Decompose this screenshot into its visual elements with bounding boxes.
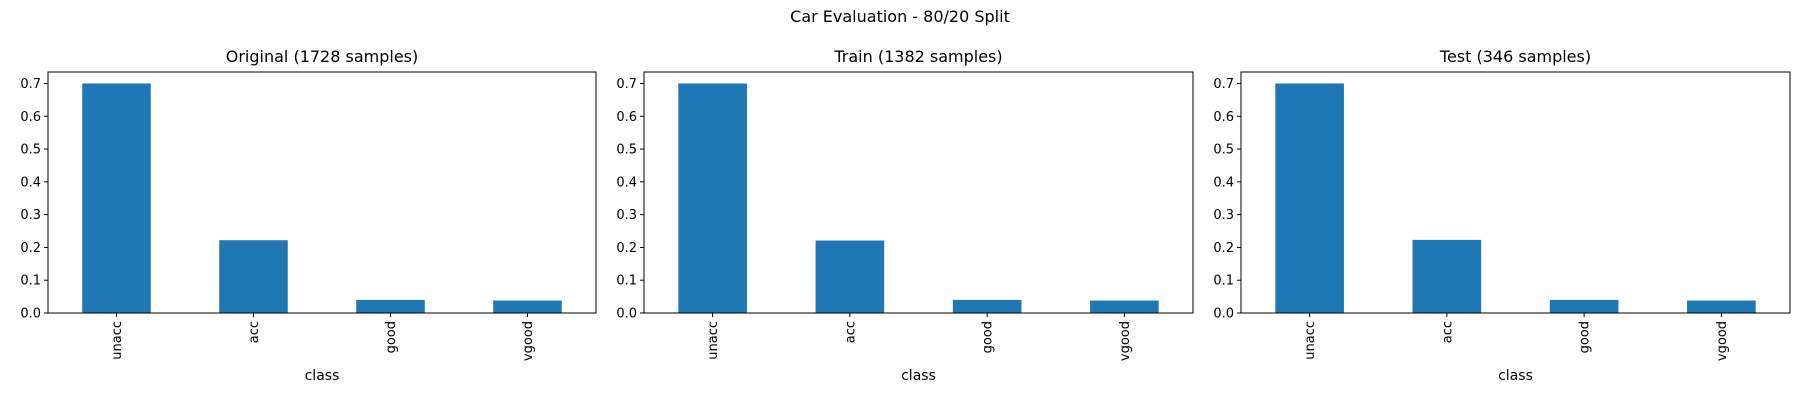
x-tick-label-unacc: unacc <box>706 321 721 360</box>
x-axis-label: class <box>305 368 340 384</box>
y-tick-label: 0.7 <box>20 77 41 92</box>
y-tick-label: 0.0 <box>616 307 637 322</box>
x-tick-label-unacc: unacc <box>1303 321 1318 360</box>
x-tick-label-vgood: vgood <box>521 321 536 361</box>
y-tick-label: 0.7 <box>1213 77 1234 92</box>
y-tick-label: 0.6 <box>616 110 637 125</box>
x-tick-label-vgood: vgood <box>1715 321 1730 361</box>
y-tick-label: 0.5 <box>1213 143 1234 158</box>
y-tick-label: 0.6 <box>20 110 41 125</box>
x-tick-label-good: good <box>384 321 399 353</box>
axes-frame <box>47 71 597 314</box>
y-tick-label: 0.0 <box>1213 307 1234 322</box>
x-tick-label-acc: acc <box>1440 321 1455 343</box>
chart-panel-1: Original (1728 samples) 0.0 0.1 0.2 0.3 0.4 0.… <box>20 47 597 384</box>
y-tick-label: 0.0 <box>20 307 41 322</box>
bar-vgood <box>1687 300 1756 313</box>
chart-panel-3: Test (346 samples) 0.0 0.1 0.2 0.3 0.4 0.5 0.6 0… <box>1213 47 1791 384</box>
x-tick-label-good: good <box>1578 321 1593 353</box>
axes-frame <box>1240 71 1791 314</box>
bar-unacc <box>678 83 747 313</box>
x-tick-label-good: good <box>981 321 996 353</box>
chart-panels: Original (1728 samples) 0.0 0.1 0.2 0.3 0.4 0.… <box>20 47 1791 384</box>
x-tick-label-acc: acc <box>247 321 262 343</box>
y-tick-label: 0.3 <box>616 208 637 223</box>
chart-title: Test (346 samples) <box>1439 47 1591 66</box>
bar-unacc <box>1275 83 1344 313</box>
y-tick-label: 0.4 <box>616 175 637 190</box>
chart-panel-2: Train (1382 samples) 0.0 0.1 0.2 0.3 0.4 0.5 0.… <box>616 47 1194 384</box>
x-tick-label-vgood: vgood <box>1118 321 1133 361</box>
figure-suptitle: Car Evaluation - 80/20 Split <box>790 7 1010 26</box>
bar-acc <box>815 240 885 313</box>
y-tick-label: 0.6 <box>1213 110 1234 125</box>
x-tick-label-acc: acc <box>843 321 858 343</box>
bar-vgood <box>1090 300 1159 313</box>
y-tick-label: 0.2 <box>616 241 637 256</box>
axes-frame <box>643 71 1194 314</box>
y-tick-label: 0.5 <box>20 143 41 158</box>
y-tick-label: 0.5 <box>616 143 637 158</box>
bar-unacc <box>82 83 151 313</box>
y-tick-label: 0.3 <box>20 208 41 223</box>
y-tick-label: 0.2 <box>20 241 41 256</box>
y-tick-label: 0.4 <box>1213 175 1234 190</box>
y-tick-label: 0.2 <box>1213 241 1234 256</box>
y-tick-label: 0.7 <box>616 77 637 92</box>
bar-vgood <box>493 300 562 313</box>
bar-good <box>356 299 425 313</box>
y-tick-label: 0.1 <box>616 274 637 289</box>
y-tick-label: 0.4 <box>20 175 41 190</box>
bar-good <box>1549 299 1619 313</box>
x-axis-label: class <box>1498 368 1533 384</box>
bar-good <box>952 299 1022 313</box>
x-axis-label: class <box>901 368 936 384</box>
y-tick-label: 0.1 <box>20 274 41 289</box>
bar-acc <box>1412 239 1482 313</box>
chart-title: Train (1382 samples) <box>833 47 1002 66</box>
x-tick-label-unacc: unacc <box>110 321 125 360</box>
y-tick-label: 0.3 <box>1213 208 1234 223</box>
chart-title: Original (1728 samples) <box>226 47 419 66</box>
bar-acc <box>219 240 288 313</box>
y-tick-label: 0.1 <box>1213 274 1234 289</box>
